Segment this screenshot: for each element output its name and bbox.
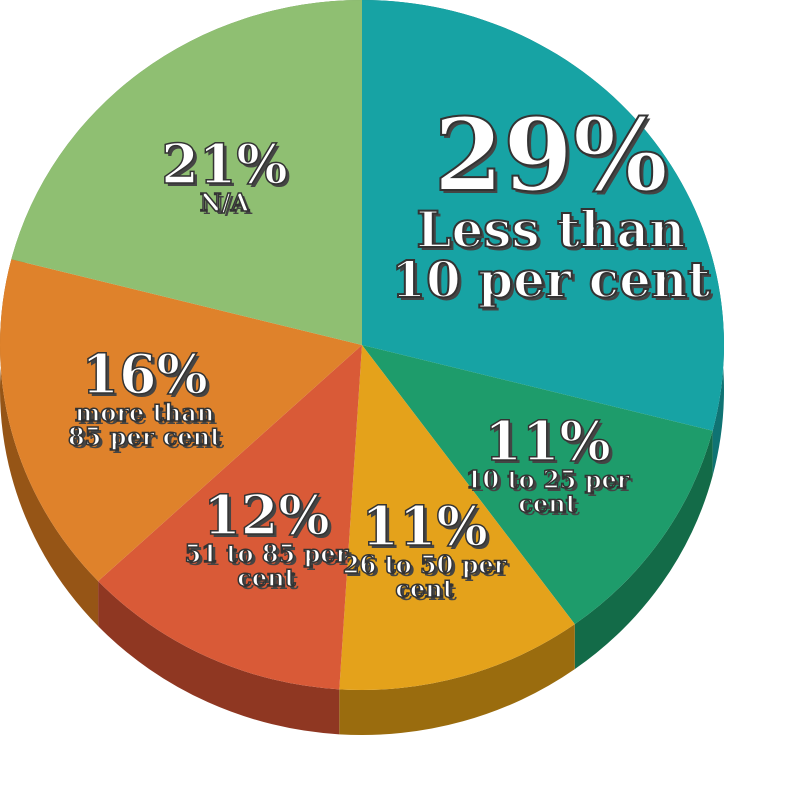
- slice: [11, 0, 363, 345]
- slice-label: 16% more than 85 per cent: [60, 342, 230, 452]
- category-label: 51 to 85 per cent: [184, 538, 349, 592]
- value-label: 16%: [81, 342, 209, 407]
- slice-label: 21% N/A: [139, 131, 309, 217]
- value-label: 11%: [361, 494, 489, 559]
- category-label: Less than 10 per cent: [390, 200, 711, 310]
- slice-label: 29% Less than 10 per cent: [376, 96, 726, 310]
- slice-label: 11% 10 to 25 per cent: [463, 409, 633, 519]
- category-label: 10 to 25 per cent: [465, 465, 630, 519]
- slice-side: [574, 430, 713, 670]
- slice: [98, 345, 363, 690]
- value-label: 29%: [433, 96, 669, 215]
- slice: [339, 345, 575, 690]
- category-label: more than 85 per cent: [67, 398, 222, 452]
- slice-side: [339, 624, 575, 735]
- slice-label: 12% 51 to 85 per cent: [181, 482, 351, 592]
- slice: [0, 259, 362, 582]
- value-label: 21%: [160, 131, 288, 196]
- value-label: 12%: [202, 482, 330, 547]
- slice: [362, 345, 713, 625]
- slice-side: [98, 581, 340, 735]
- category-label: N/A: [199, 187, 250, 217]
- value-label: 11%: [484, 409, 612, 474]
- category-label: 26 to 50 per cent: [342, 550, 507, 604]
- slice: [362, 0, 724, 431]
- slice-label: 11% 26 to 50 per cent: [340, 494, 510, 604]
